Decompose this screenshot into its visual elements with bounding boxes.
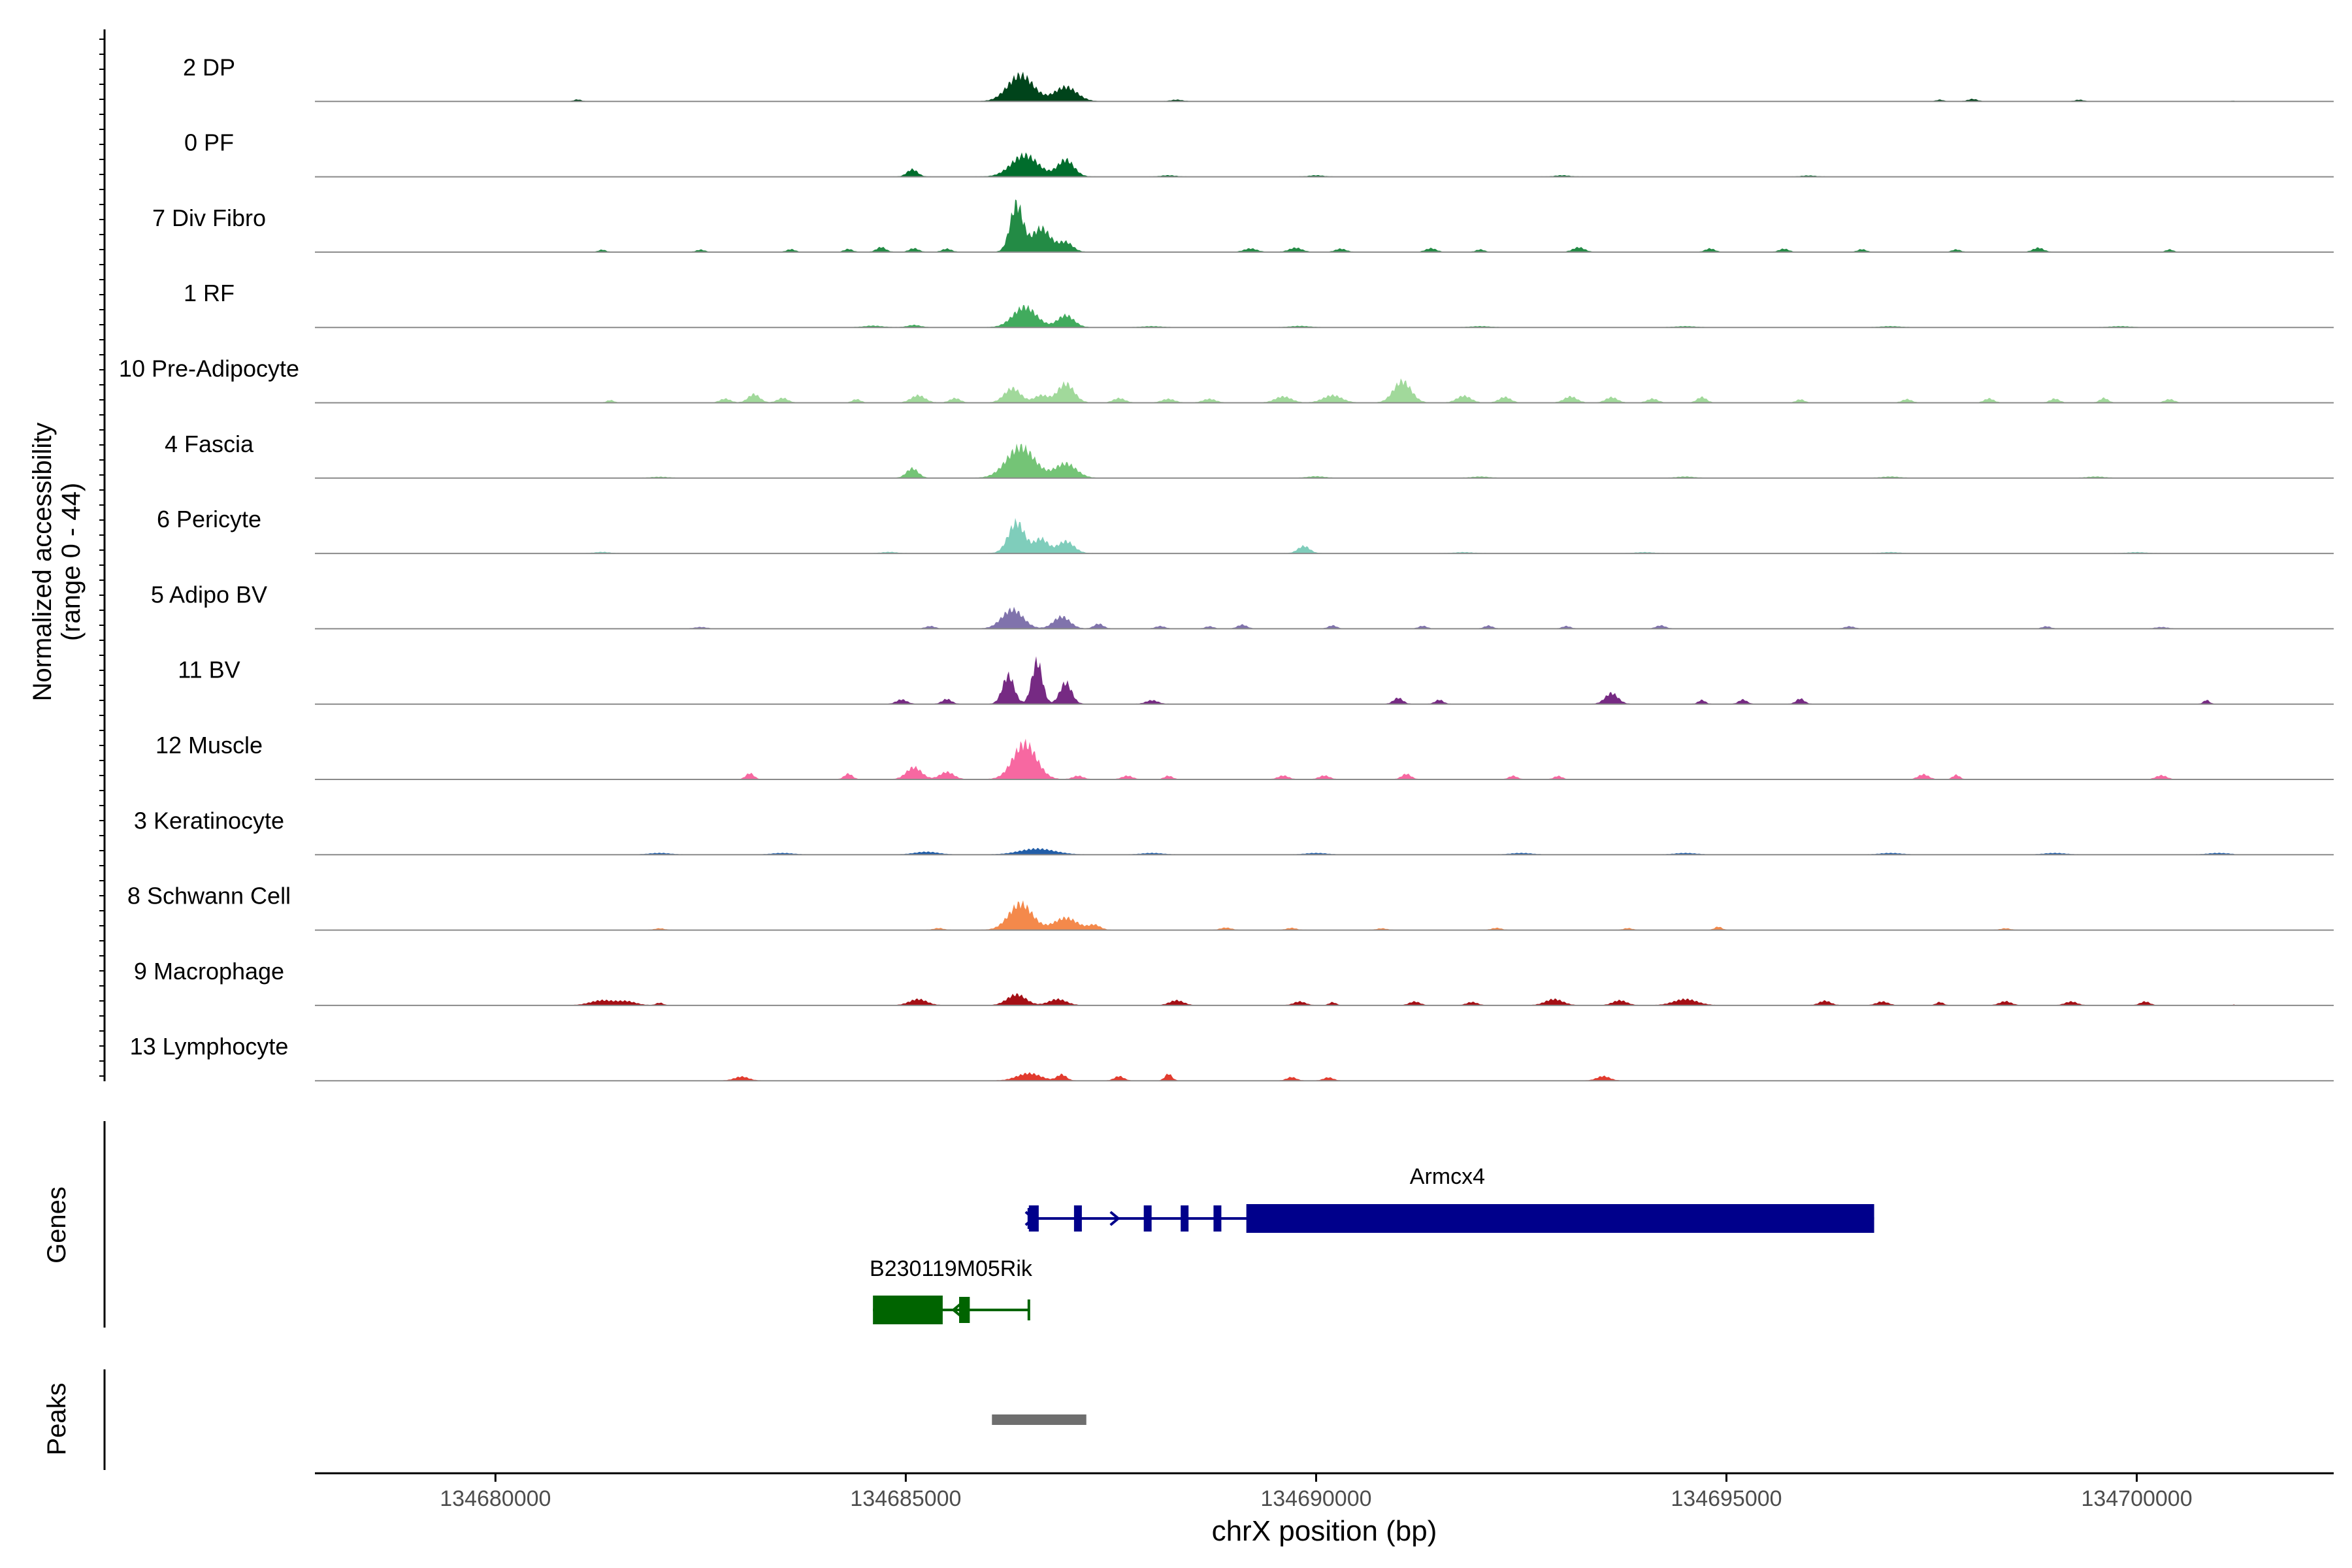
coverage-area <box>315 517 2234 554</box>
gene-b230119m05rik: B230119M05Rik <box>870 1256 1033 1324</box>
track-0-pf: 0 PF <box>184 129 2334 178</box>
gene-exon <box>1143 1205 1152 1232</box>
gene-armcx4: Armcx4 <box>1024 1164 1874 1233</box>
coverage-area <box>315 847 2234 855</box>
track-1-rf: 1 RF <box>184 280 2334 329</box>
coverage-area <box>315 152 2234 177</box>
x-tick-label: 134680000 <box>440 1486 551 1511</box>
coverage-area <box>315 656 2234 704</box>
track-label: 7 Div Fibro <box>152 204 266 231</box>
track-label: 13 Lymphocyte <box>130 1033 289 1060</box>
gene-exon <box>1213 1205 1222 1232</box>
coverage-area <box>315 738 2234 779</box>
track-label: 5 Adipo BV <box>151 581 267 608</box>
coverage-area <box>315 993 2234 1005</box>
track-4-fascia: 4 Fascia <box>165 431 2334 479</box>
y-axis-range: (range 0 - 44) <box>57 483 86 641</box>
track-label: 6 Pericyte <box>157 506 261 532</box>
track-label: 0 PF <box>184 129 234 156</box>
track-12-muscle: 12 Muscle <box>155 732 2334 780</box>
genes-panel: Armcx4 B230119M05Rik <box>870 1164 1874 1324</box>
track-label: 1 RF <box>184 280 235 306</box>
coverage-area <box>315 606 2234 629</box>
coverage-area <box>315 1072 2234 1081</box>
track-label: 11 BV <box>178 657 240 683</box>
track-10-pre-adipocyte: 10 Pre-Adipocyte <box>119 355 2334 404</box>
x-axis-title: chrX position (bp) <box>1212 1515 1437 1547</box>
track-9-macrophage: 9 Macrophage <box>134 958 2334 1006</box>
gene-exon <box>1246 1204 1874 1233</box>
track-13-lymphocyte: 13 Lymphocyte <box>130 1033 2334 1082</box>
coverage-tracks: 2 DP 0 PF 7 Div Fibro 1 RF 10 Pre-Adipocyte 4… <box>119 54 2334 1082</box>
track-2-dp: 2 DP <box>183 54 2334 103</box>
x-tick-label: 134690000 <box>1260 1486 1371 1511</box>
track-3-keratinocyte: 3 Keratinocyte <box>134 807 2334 856</box>
track-label: 8 Schwann Cell <box>127 883 291 909</box>
gene-label: B230119M05Rik <box>870 1256 1033 1281</box>
track-label: 2 DP <box>183 54 235 80</box>
coverage-area <box>315 199 2234 252</box>
track-7-div-fibro: 7 Div Fibro <box>152 199 2334 253</box>
y-axis-ruler <box>99 29 106 1081</box>
coverage-area <box>315 304 2234 328</box>
peaks-panel <box>992 1414 1086 1425</box>
coverage-area <box>315 900 2234 930</box>
y-axis-title: Normalized accessibility <box>28 423 57 702</box>
gene-exon <box>1073 1205 1082 1232</box>
track-11-bv: 11 BV <box>178 656 2334 705</box>
x-axis: 134680000 134685000 134690000 134695000 1347… <box>440 1473 2193 1511</box>
gene-exon <box>873 1296 943 1324</box>
genes-panel-label: Genes <box>42 1186 71 1264</box>
track-5-adipo-bv: 5 Adipo BV <box>151 581 2334 630</box>
gene-label: Armcx4 <box>1410 1164 1485 1189</box>
x-tick-label: 134700000 <box>2081 1486 2192 1511</box>
track-label: 3 Keratinocyte <box>134 807 284 834</box>
track-label: 9 Macrophage <box>134 958 284 985</box>
gene-exon <box>1181 1205 1189 1232</box>
coverage-area <box>315 378 2234 403</box>
coverage-area <box>315 71 2234 102</box>
x-tick-label: 134695000 <box>1671 1486 1782 1511</box>
peaks-panel-label: Peaks <box>42 1382 71 1455</box>
peak-region <box>992 1414 1086 1425</box>
coverage-area <box>315 443 2234 478</box>
track-8-schwann-cell: 8 Schwann Cell <box>127 883 2334 931</box>
track-label: 4 Fascia <box>165 431 254 457</box>
track-6-pericyte: 6 Pericyte <box>157 506 2334 555</box>
track-label: 12 Muscle <box>155 732 263 759</box>
strand-arrow <box>951 1302 962 1318</box>
strand-arrow <box>1109 1211 1120 1226</box>
gene-exon <box>959 1297 970 1323</box>
track-label: 10 Pre-Adipocyte <box>119 355 299 382</box>
x-tick-label: 134685000 <box>850 1486 961 1511</box>
